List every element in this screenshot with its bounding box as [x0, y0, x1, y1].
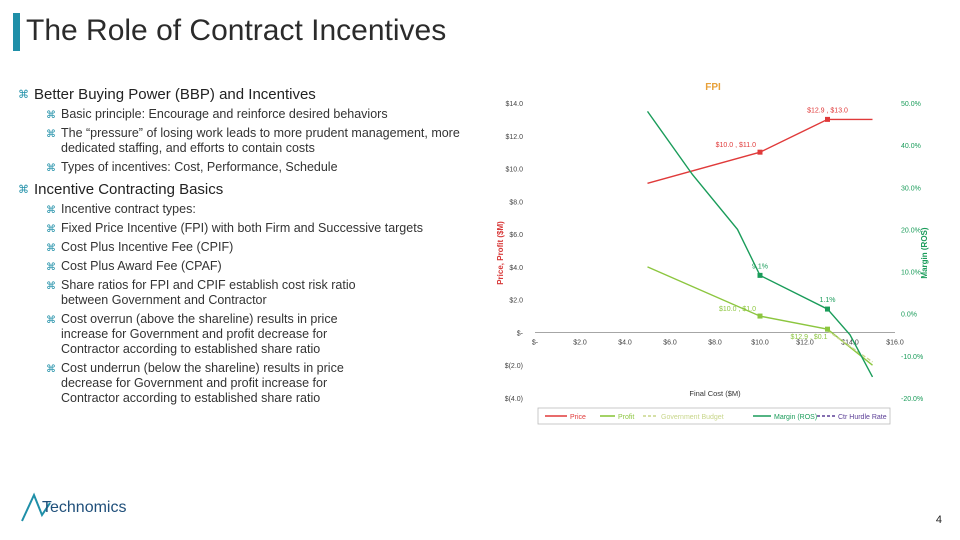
bullet-item: ⌘ Share ratios for FPI and CPIF establish…	[18, 278, 361, 308]
data-label: $12.9 , $0.1	[791, 334, 828, 341]
bullet-icon: ⌘	[18, 89, 29, 101]
page-title: The Role of Contract Incentives	[26, 14, 447, 47]
y-tick-label: $14.0	[505, 101, 523, 108]
x-tick-label: $-	[532, 339, 539, 346]
data-point-marker	[757, 313, 763, 319]
y-tick-label: $2.0	[509, 298, 523, 305]
legend-label: Profit	[618, 414, 634, 421]
y-tick-label: $8.0	[509, 199, 523, 206]
bullet-text: Basic principle: Encourage and reinforce…	[61, 107, 388, 121]
bullet-item: ⌘ Cost overrun (above the shareline) resu…	[18, 312, 361, 357]
bullet-text: Incentive contract types:	[61, 202, 196, 216]
bullet-item: ⌘ Fixed Price Incentive (FPI) with both F…	[18, 221, 488, 236]
technomics-logo: Technomics	[16, 491, 146, 531]
y-tick-label: $(4.0)	[505, 396, 523, 403]
bullet-item: ⌘ The “pressure” of losing work leads to …	[18, 126, 481, 156]
bullet-item: ⌘ Cost Plus Incentive Fee (CPIF)	[18, 240, 488, 255]
bullet-icon: ⌘	[46, 224, 56, 235]
bullet-item: ⌘ Basic principle: Encourage and reinforc…	[18, 107, 488, 122]
series-line-government-budget	[827, 330, 873, 363]
data-label: $12.9 , $13.0	[807, 107, 848, 114]
y2-tick-label: 50.0%	[901, 101, 921, 108]
bullet-text: Cost Plus Incentive Fee (CPIF)	[61, 240, 234, 254]
bullet-icon: ⌘	[46, 243, 56, 254]
bullet-icon: ⌘	[46, 110, 56, 121]
legend-label: Government Budget	[661, 414, 724, 421]
x-axis-title: Final Cost ($M)	[689, 389, 741, 398]
bullet-text: Cost overrun (above the shareline) resul…	[61, 312, 338, 356]
bullet-text: The “pressure” of losing work leads to m…	[61, 126, 460, 155]
bullet-item: ⌘ Types of incentives: Cost, Performance,…	[18, 160, 488, 175]
x-tick-label: $10.0	[751, 339, 769, 346]
legend-label: Price	[570, 414, 586, 421]
bullet-icon: ⌘	[46, 364, 56, 375]
y2-tick-label: -10.0%	[901, 354, 923, 361]
y-tick-label: $10.0	[505, 167, 523, 174]
x-tick-label: $8.0	[708, 339, 722, 346]
logo-wave-icon	[21, 492, 51, 522]
chart-title: FPI	[705, 82, 721, 93]
fpi-chart-svg: FPI $(4.0) $(2.0) $- $2.0 $4.0 $6.0 $8.0 $10.0 $1…	[496, 82, 929, 425]
logo-text: Technomics	[42, 499, 126, 516]
data-point-marker	[825, 116, 830, 122]
y2-axis-title: Margin (ROS)	[920, 227, 929, 278]
legend-label: Margin (ROS)	[774, 414, 817, 421]
y2-tick-label: 10.0%	[901, 270, 921, 277]
bullet-icon: ⌘	[18, 184, 29, 196]
bullet-item: ⌘ Incentive contract types:	[18, 202, 488, 217]
bullet-item: ⌘ Cost underrun (below the shareline) res…	[18, 361, 361, 406]
data-point-marker	[825, 326, 830, 332]
bullet-icon: ⌘	[46, 163, 56, 174]
bullet-text: Share ratios for FPI and CPIF establish …	[61, 278, 356, 307]
bullet-text: Cost underrun (below the shareline) resu…	[61, 361, 344, 405]
x-tick-label: $12.0	[796, 339, 814, 346]
y2-tick-label: 0.0%	[901, 312, 917, 319]
bullet-text: Incentive Contracting Basics	[34, 181, 224, 198]
fpi-chart: FPI $(4.0) $(2.0) $- $2.0 $4.0 $6.0 $8.0 $10.0 $1…	[495, 78, 935, 428]
data-label: 1.1%	[820, 297, 836, 304]
data-label: $10.0 , $11.0	[716, 142, 756, 149]
y2-tick-label: 20.0%	[901, 227, 921, 234]
bullet-list: ⌘ Better Buying Power (BBP) and Incentive…	[18, 86, 488, 410]
y-tick-label: $6.0	[509, 232, 523, 239]
bullet-text: Types of incentives: Cost, Performance, …	[61, 160, 338, 174]
legend-label: Ctr Hurdle Rate	[838, 414, 887, 421]
y-axis-title: Price, Profit ($M)	[496, 221, 505, 285]
bullet-icon: ⌘	[46, 281, 56, 292]
x-tick-label: $16.0	[886, 339, 904, 346]
bullet-heading: ⌘ Incentive Contracting Basics	[18, 181, 488, 199]
y2-tick-label: 40.0%	[901, 143, 921, 150]
bullet-icon: ⌘	[46, 129, 56, 140]
bullet-icon: ⌘	[46, 315, 56, 326]
x-tick-label: $2.0	[573, 339, 587, 346]
y-tick-label: $12.0	[505, 134, 523, 141]
title-accent-bar	[13, 13, 20, 51]
series-line-price	[647, 118, 873, 184]
bullet-text: Fixed Price Incentive (FPI) with both Fi…	[61, 221, 423, 235]
y-tick-label: $(2.0)	[505, 363, 523, 370]
bullet-item: ⌘ Cost Plus Award Fee (CPAF)	[18, 259, 488, 274]
data-point-marker	[757, 149, 763, 155]
data-point-marker	[757, 272, 763, 278]
y-tick-label: $-	[517, 330, 524, 337]
data-point-marker	[825, 306, 830, 312]
technomics-logo-mark: Technomics	[21, 492, 126, 522]
legend-box	[537, 407, 891, 425]
y2-tick-label: 30.0%	[901, 185, 921, 192]
y2-tick-label: -20.0%	[901, 396, 923, 403]
x-tick-label: $6.0	[663, 339, 677, 346]
page-number: 4	[935, 514, 942, 526]
bullet-text: Better Buying Power (BBP) and Incentives	[34, 86, 316, 103]
bullet-heading: ⌘ Better Buying Power (BBP) and Incentive…	[18, 86, 488, 104]
bullet-text: Cost Plus Award Fee (CPAF)	[61, 259, 222, 273]
bullet-icon: ⌘	[46, 205, 56, 216]
y-tick-label: $4.0	[509, 265, 523, 272]
bullet-icon: ⌘	[46, 262, 56, 273]
x-tick-label: $14.0	[841, 339, 859, 346]
data-label: $10.0 , $1.0	[719, 306, 756, 313]
x-tick-label: $4.0	[618, 339, 632, 346]
data-label: 9.1%	[752, 263, 768, 270]
